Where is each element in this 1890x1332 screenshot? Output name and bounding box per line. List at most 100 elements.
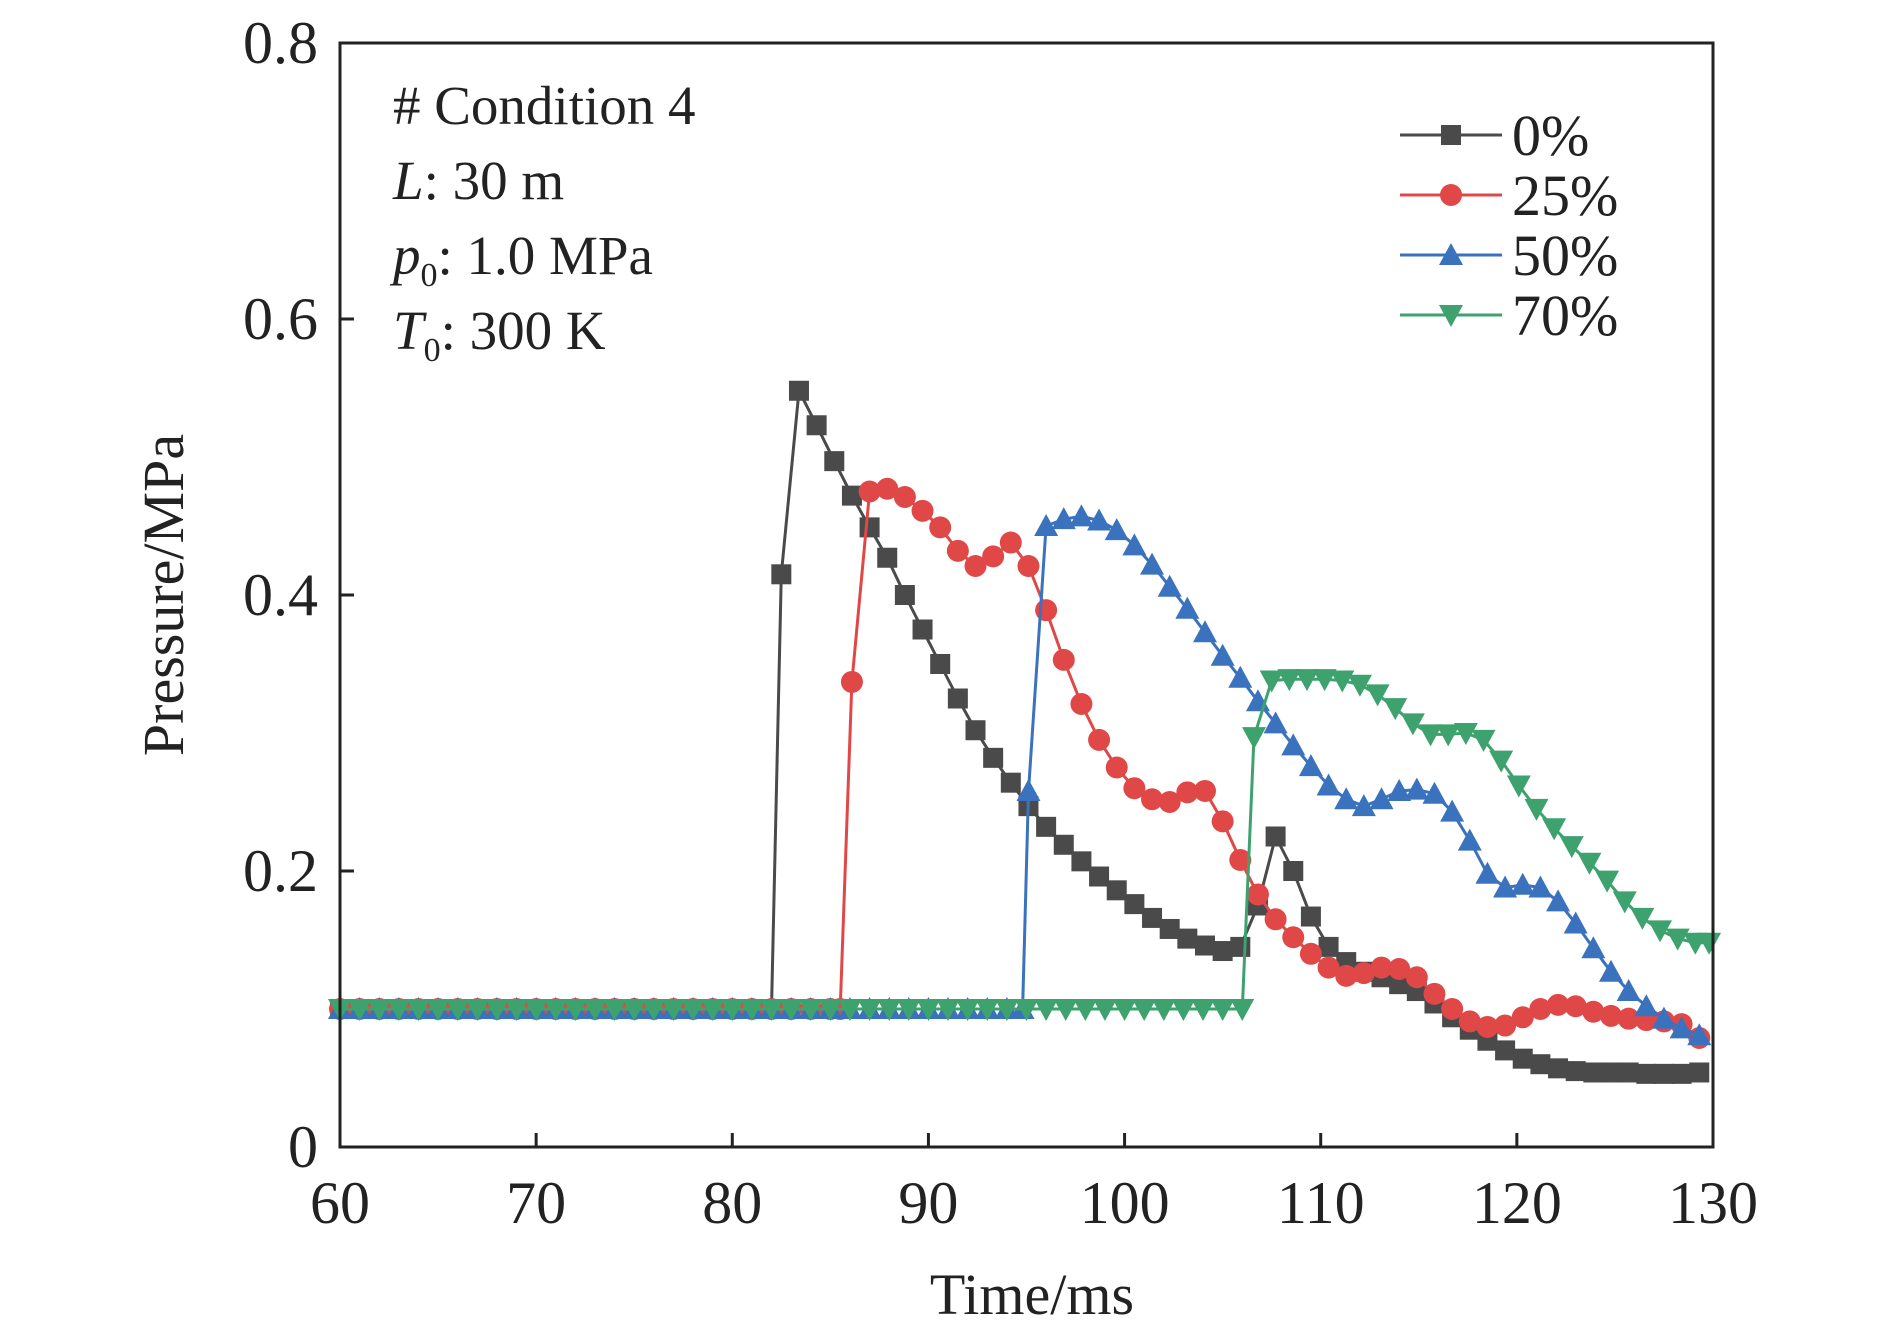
data-point xyxy=(1316,773,1341,796)
y-tick-label: 0.4 xyxy=(243,562,318,628)
data-point xyxy=(1051,507,1076,530)
data-point xyxy=(983,747,1004,768)
data-point xyxy=(964,555,987,578)
data-point xyxy=(602,999,627,1021)
data-point xyxy=(484,999,509,1021)
data-point xyxy=(1665,928,1690,951)
data-point xyxy=(1151,999,1176,1021)
data-point xyxy=(1648,920,1673,943)
data-point xyxy=(1092,999,1117,1021)
data-point xyxy=(1177,928,1198,949)
data-point xyxy=(1034,514,1059,536)
data-point xyxy=(1000,772,1021,793)
data-point xyxy=(1318,936,1339,957)
data-point xyxy=(1453,723,1478,745)
data-point xyxy=(1565,1061,1586,1082)
data-point xyxy=(582,999,607,1021)
legend-marker xyxy=(1439,305,1463,327)
legend-label: 50% xyxy=(1512,223,1618,288)
x-tick-label: 130 xyxy=(1668,1170,1758,1236)
data-point xyxy=(1671,1063,1692,1084)
data-point xyxy=(1436,724,1461,747)
data-point xyxy=(1528,875,1553,898)
data-point xyxy=(641,999,666,1021)
x-tick-label: 70 xyxy=(506,1170,566,1236)
legend-item: 25% xyxy=(1400,163,1618,228)
data-point xyxy=(788,380,809,401)
data-point xyxy=(1212,941,1233,962)
data-point xyxy=(1529,998,1552,1020)
series-1 xyxy=(330,380,1710,1084)
data-point xyxy=(818,999,843,1021)
data-point xyxy=(1687,1023,1712,1046)
data-point xyxy=(1191,999,1216,1021)
data-point xyxy=(1404,777,1429,800)
data-point xyxy=(1088,728,1111,751)
data-point xyxy=(1383,698,1408,721)
data-point xyxy=(1405,966,1428,989)
data-point xyxy=(1581,936,1606,959)
data-point xyxy=(1423,982,1446,1005)
data-point xyxy=(1582,1000,1605,1023)
data-point xyxy=(896,999,921,1021)
data-point xyxy=(877,547,898,568)
data-point xyxy=(1087,508,1112,531)
data-point xyxy=(720,999,745,1021)
annotation-line: p0: 1.0 MPa xyxy=(389,225,653,294)
data-point xyxy=(1630,907,1655,930)
data-point xyxy=(759,999,784,1021)
data-point xyxy=(1489,750,1514,773)
data-point xyxy=(955,999,980,1021)
data-point xyxy=(1283,861,1304,881)
data-point xyxy=(1334,787,1359,810)
series-line xyxy=(340,389,1700,1076)
data-point xyxy=(1389,974,1410,995)
data-point xyxy=(1512,1048,1533,1069)
data-point xyxy=(1122,533,1147,556)
data-point xyxy=(1387,778,1412,801)
data-point xyxy=(1400,713,1425,736)
x-tick-label: 100 xyxy=(1080,1170,1170,1236)
y-tick-label: 0 xyxy=(288,1114,318,1180)
data-point xyxy=(1458,1010,1481,1033)
data-point xyxy=(859,517,880,538)
data-point xyxy=(1053,834,1074,855)
axis-ticks: 60 70 80 90 100 110 120 130 0 0.2 0.4 0.6 0.8 xyxy=(243,10,1758,1236)
data-point xyxy=(1277,669,1302,692)
data-point xyxy=(1035,599,1058,622)
data-point xyxy=(1193,779,1216,802)
data-point xyxy=(1259,670,1284,693)
data-point xyxy=(543,999,568,1021)
data-point xyxy=(386,999,411,1021)
y-tick-label: 0.2 xyxy=(243,838,318,904)
y-tick-label: 0.6 xyxy=(243,286,318,352)
data-point xyxy=(930,654,951,674)
data-point xyxy=(367,999,392,1021)
data-point xyxy=(1476,1015,1499,1038)
data-point xyxy=(1577,852,1602,875)
data-point xyxy=(771,564,792,585)
data-point xyxy=(982,545,1005,568)
data-point xyxy=(622,999,647,1021)
data-point xyxy=(1493,875,1518,898)
data-point xyxy=(1229,848,1252,871)
data-point xyxy=(936,999,961,1021)
data-point xyxy=(1069,504,1094,527)
data-point xyxy=(1312,669,1337,692)
data-point xyxy=(1228,665,1253,688)
data-point xyxy=(1175,596,1200,619)
data-point xyxy=(347,999,372,1021)
data-point xyxy=(999,531,1022,554)
data-point xyxy=(806,415,827,436)
data-point xyxy=(1294,669,1319,692)
data-point xyxy=(465,999,490,1021)
data-point xyxy=(1697,932,1722,955)
data-point xyxy=(1669,1016,1694,1039)
legend: 0%25%50%70% xyxy=(1400,103,1618,348)
data-point xyxy=(1547,993,1570,1016)
data-point xyxy=(1112,999,1137,1021)
data-point xyxy=(1089,866,1110,887)
data-point xyxy=(1548,1058,1569,1079)
